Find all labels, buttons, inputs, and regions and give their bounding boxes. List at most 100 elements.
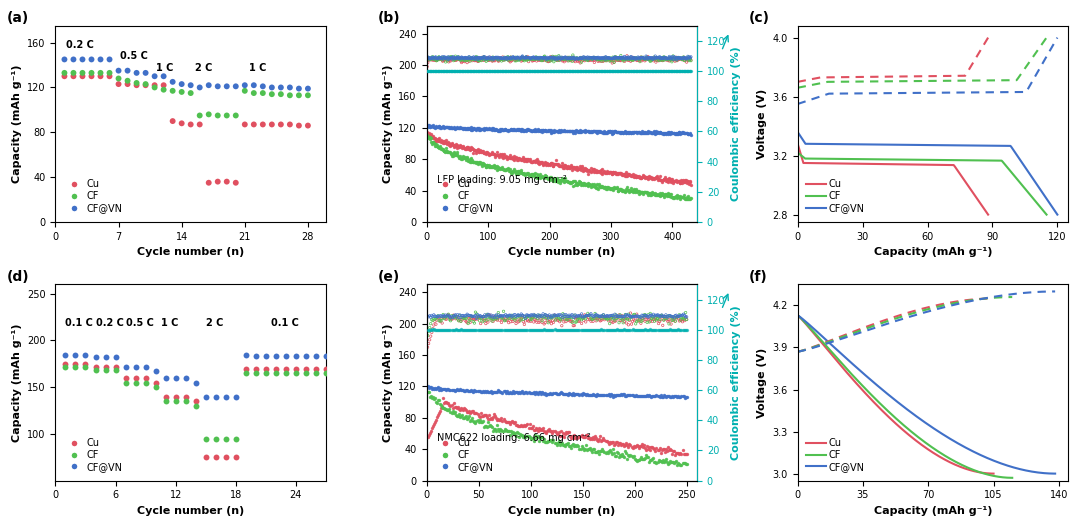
Point — [524, 53, 541, 62]
Point — [523, 127, 540, 135]
Point — [673, 67, 690, 75]
Point — [544, 127, 562, 135]
Point — [667, 192, 685, 201]
Point — [556, 163, 573, 171]
Point — [571, 53, 589, 62]
Point — [447, 123, 464, 132]
Point — [497, 152, 514, 161]
Point — [538, 326, 555, 334]
Point — [611, 128, 629, 136]
Point — [555, 67, 572, 75]
Point — [588, 392, 605, 401]
Point — [422, 326, 440, 334]
Point — [536, 435, 553, 443]
Point — [448, 150, 465, 159]
Point — [521, 126, 538, 134]
Point — [527, 313, 544, 321]
Point — [458, 311, 475, 320]
Point — [551, 441, 568, 449]
Point — [512, 124, 529, 133]
Point — [472, 326, 489, 334]
Point — [617, 315, 634, 323]
Point — [568, 433, 585, 442]
Point — [624, 67, 642, 75]
Point — [477, 150, 495, 159]
Point — [595, 55, 612, 64]
Point — [553, 314, 570, 322]
Point — [473, 387, 490, 396]
Point — [467, 54, 484, 63]
Point — [623, 129, 640, 137]
Point — [456, 125, 473, 133]
Point — [650, 173, 667, 182]
Point — [522, 55, 539, 63]
Point — [617, 67, 634, 75]
Point — [429, 325, 446, 334]
Point — [434, 53, 451, 62]
Point — [471, 125, 488, 134]
Point — [525, 437, 542, 445]
Point — [657, 129, 674, 137]
Point — [518, 126, 536, 134]
Point — [535, 160, 552, 168]
Point — [658, 313, 675, 321]
Point — [611, 56, 629, 65]
Point — [427, 67, 444, 75]
Point — [444, 385, 461, 394]
Point — [459, 54, 476, 63]
Point — [607, 67, 624, 75]
Point — [487, 150, 504, 159]
Point — [605, 325, 622, 334]
Point — [536, 53, 553, 61]
Point — [661, 128, 678, 136]
Point — [645, 55, 662, 64]
Point — [550, 314, 567, 322]
Point — [642, 309, 659, 318]
Point — [498, 67, 515, 75]
Point — [602, 56, 619, 65]
Point — [480, 55, 497, 63]
Point — [653, 56, 671, 64]
Point — [619, 129, 636, 137]
Point — [428, 398, 445, 406]
Point — [444, 54, 461, 63]
Point — [596, 391, 613, 399]
Point — [615, 54, 632, 62]
Point — [589, 128, 606, 136]
Point — [318, 364, 335, 373]
Point — [549, 390, 566, 398]
Point — [653, 393, 671, 401]
Point — [665, 313, 683, 321]
Point — [556, 67, 573, 75]
Point — [597, 314, 615, 322]
Point — [480, 53, 497, 62]
Point — [518, 157, 536, 165]
Point — [469, 124, 486, 133]
Point — [630, 128, 647, 136]
Point — [481, 54, 498, 63]
Point — [446, 142, 463, 150]
Point — [67, 359, 84, 368]
Point — [509, 311, 526, 320]
Point — [511, 422, 528, 431]
Point — [572, 442, 590, 451]
Point — [632, 67, 649, 75]
Point — [488, 313, 505, 321]
Point — [451, 54, 469, 62]
Point — [612, 67, 630, 75]
Point — [678, 315, 696, 324]
Point — [664, 446, 681, 455]
Point — [429, 67, 446, 75]
Point — [619, 53, 636, 62]
Point — [435, 123, 453, 131]
Point — [671, 129, 688, 137]
Point — [558, 127, 576, 135]
Point — [423, 138, 441, 147]
Point — [527, 388, 544, 397]
Point — [505, 54, 523, 63]
Point — [600, 314, 618, 323]
Point — [623, 172, 640, 181]
Point — [548, 56, 565, 64]
Point — [117, 363, 134, 371]
Point — [500, 53, 517, 62]
